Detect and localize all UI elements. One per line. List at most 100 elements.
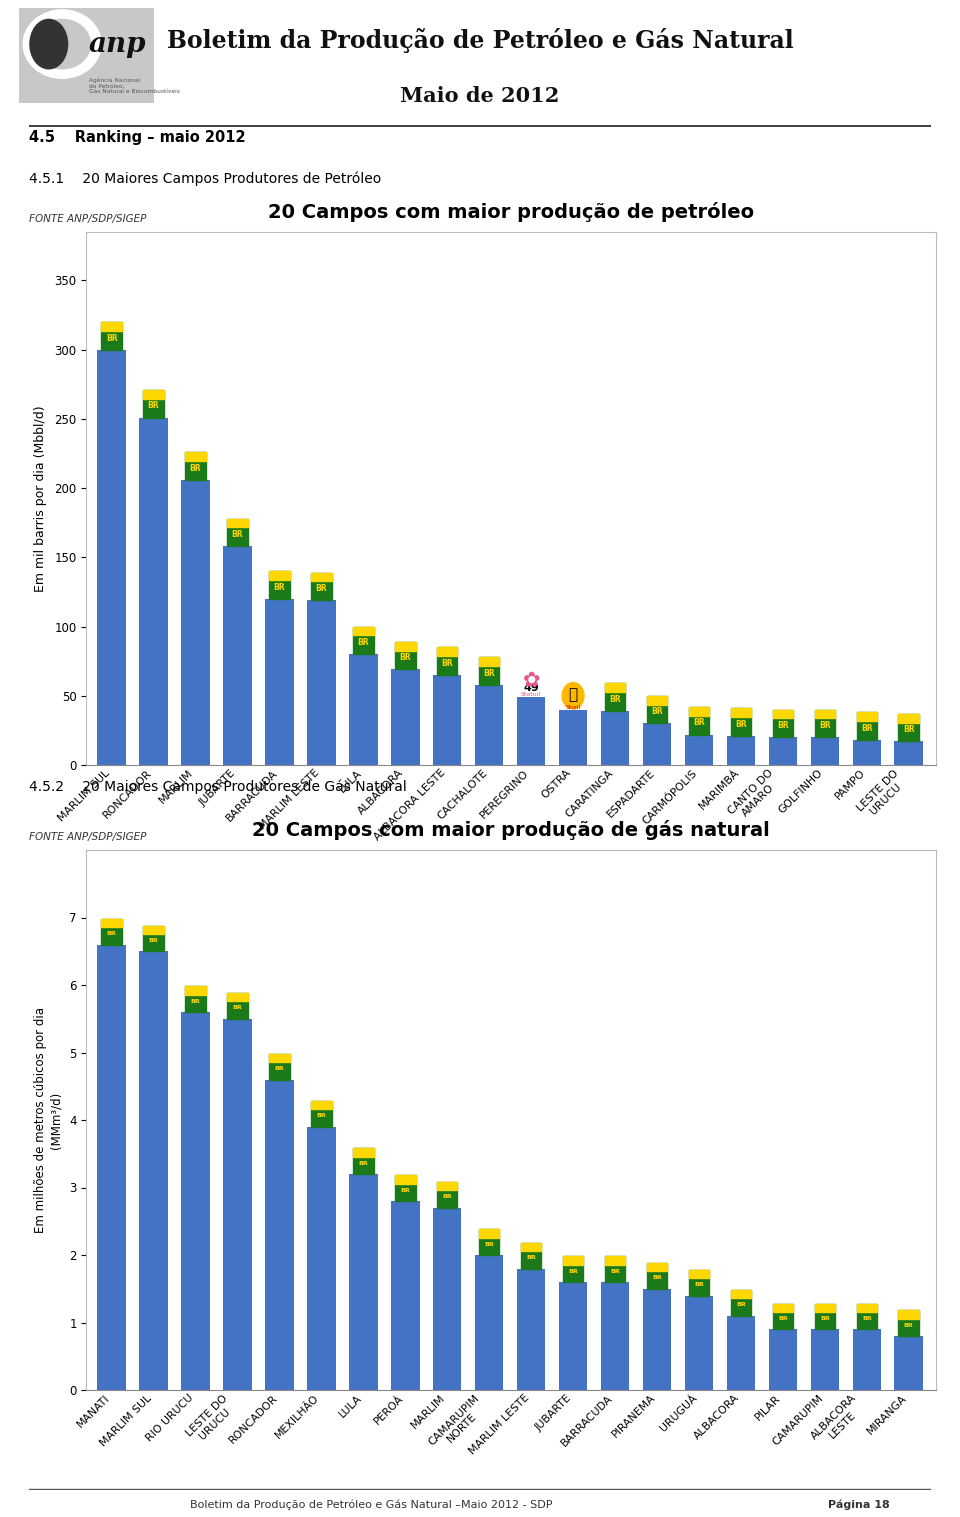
Text: 158: 158 <box>226 532 249 542</box>
Text: Agência Nacional
do Petróleo,
Gás Natural e Biocombustíveis: Agência Nacional do Petróleo, Gás Natura… <box>89 77 180 94</box>
Title: 20 Campos com maior produção de petróleo: 20 Campos com maior produção de petróleo <box>268 202 755 221</box>
Bar <box>269 572 290 599</box>
Text: 🐚: 🐚 <box>568 687 578 702</box>
Bar <box>139 951 168 1390</box>
Bar <box>391 669 420 765</box>
Bar <box>185 986 205 1012</box>
Bar <box>856 713 877 740</box>
Text: 119: 119 <box>310 586 333 596</box>
Text: BR: BR <box>149 938 158 944</box>
Text: 1.8: 1.8 <box>521 1255 541 1265</box>
Text: BR: BR <box>232 1006 242 1010</box>
Text: 4.5.2  20 Maiores Campos Produtores de Gás Natural: 4.5.2 20 Maiores Campos Produtores de Gá… <box>29 780 406 793</box>
Bar <box>559 1282 588 1390</box>
Bar <box>647 1264 667 1289</box>
Text: 17: 17 <box>901 727 917 737</box>
Bar <box>479 657 499 666</box>
Text: BR: BR <box>610 695 621 704</box>
Text: 2.7: 2.7 <box>438 1194 457 1204</box>
Bar <box>856 1303 877 1329</box>
Text: BR: BR <box>106 334 117 343</box>
Bar <box>688 707 709 716</box>
Bar <box>307 601 336 765</box>
Text: 0.9: 0.9 <box>773 1315 793 1326</box>
Bar <box>433 675 462 765</box>
Bar <box>727 736 756 765</box>
Text: BR: BR <box>735 719 747 728</box>
Text: BR: BR <box>190 464 202 473</box>
Text: 40: 40 <box>565 695 581 705</box>
Text: FONTE ANP/SDP/SIGEP: FONTE ANP/SDP/SIGEP <box>29 831 146 842</box>
Title: 20 Campos com maior produção de gás natural: 20 Campos com maior produção de gás natu… <box>252 821 770 840</box>
Text: anp: anp <box>89 30 147 58</box>
Text: 30: 30 <box>649 710 664 719</box>
Bar <box>814 710 835 737</box>
Text: 2.0: 2.0 <box>479 1241 499 1252</box>
Text: BR: BR <box>443 1194 452 1200</box>
Bar <box>181 479 209 765</box>
Bar <box>605 1256 625 1265</box>
Bar <box>727 1315 756 1390</box>
Text: BR: BR <box>317 1113 326 1118</box>
Text: 39: 39 <box>608 696 623 707</box>
Text: 4.5  Ranking – maio 2012: 4.5 Ranking – maio 2012 <box>29 130 246 146</box>
Bar <box>810 737 839 765</box>
Text: BR: BR <box>399 654 411 663</box>
Text: 4.6: 4.6 <box>270 1066 289 1076</box>
Text: 69: 69 <box>397 655 413 666</box>
Text: Boletim da Produção de Petróleo e Gás Natural –Maio 2012 - SDP: Boletim da Produção de Petróleo e Gás Na… <box>190 1500 553 1511</box>
Bar <box>97 350 126 765</box>
Bar <box>437 648 458 675</box>
Bar <box>265 599 294 765</box>
Text: 58: 58 <box>482 671 497 681</box>
Bar <box>395 642 416 651</box>
Bar <box>269 572 290 579</box>
Bar <box>269 1054 290 1080</box>
Bar <box>559 710 588 765</box>
Ellipse shape <box>34 20 90 68</box>
Bar <box>311 572 331 601</box>
Text: 20: 20 <box>817 724 832 733</box>
Bar <box>223 1019 252 1390</box>
Text: BR: BR <box>358 1161 369 1165</box>
Text: BR: BR <box>778 1315 788 1321</box>
Bar <box>899 1311 919 1336</box>
Text: BR: BR <box>819 721 830 730</box>
Ellipse shape <box>23 11 101 79</box>
Text: Maio de 2012: Maio de 2012 <box>400 86 560 106</box>
Bar <box>521 1242 541 1268</box>
Text: BR: BR <box>777 721 789 730</box>
Bar <box>814 1303 835 1312</box>
Text: BR: BR <box>693 719 705 728</box>
Text: 1.6: 1.6 <box>605 1268 625 1279</box>
Text: 5.5: 5.5 <box>228 1006 247 1015</box>
Bar <box>688 1270 709 1277</box>
Bar <box>353 627 373 654</box>
Text: 4.5.1  20 Maiores Campos Produtores de Petróleo: 4.5.1 20 Maiores Campos Produtores de Pe… <box>29 171 381 187</box>
Text: 20: 20 <box>775 724 790 733</box>
Bar <box>143 925 164 951</box>
Bar <box>311 572 331 581</box>
Bar <box>311 1101 331 1127</box>
Bar <box>647 696 667 724</box>
Text: 2.8: 2.8 <box>396 1188 415 1197</box>
Text: 5.6: 5.6 <box>185 998 205 1009</box>
Bar <box>475 1255 503 1390</box>
Text: 3.9: 3.9 <box>311 1113 331 1124</box>
Text: 49: 49 <box>523 683 539 693</box>
Bar <box>97 945 126 1390</box>
Bar <box>102 919 122 927</box>
Bar <box>102 919 122 945</box>
Text: BR: BR <box>274 583 285 592</box>
Text: BR: BR <box>694 1282 704 1288</box>
Text: BR: BR <box>861 724 873 733</box>
Text: 22: 22 <box>691 721 707 730</box>
Bar <box>563 1256 584 1282</box>
Text: 1.1: 1.1 <box>731 1303 751 1312</box>
Bar <box>479 1229 499 1255</box>
Text: 1.6: 1.6 <box>564 1268 583 1279</box>
Bar <box>143 390 164 399</box>
Text: 65: 65 <box>440 661 455 671</box>
Text: BR: BR <box>651 707 662 716</box>
Bar <box>563 1256 584 1265</box>
